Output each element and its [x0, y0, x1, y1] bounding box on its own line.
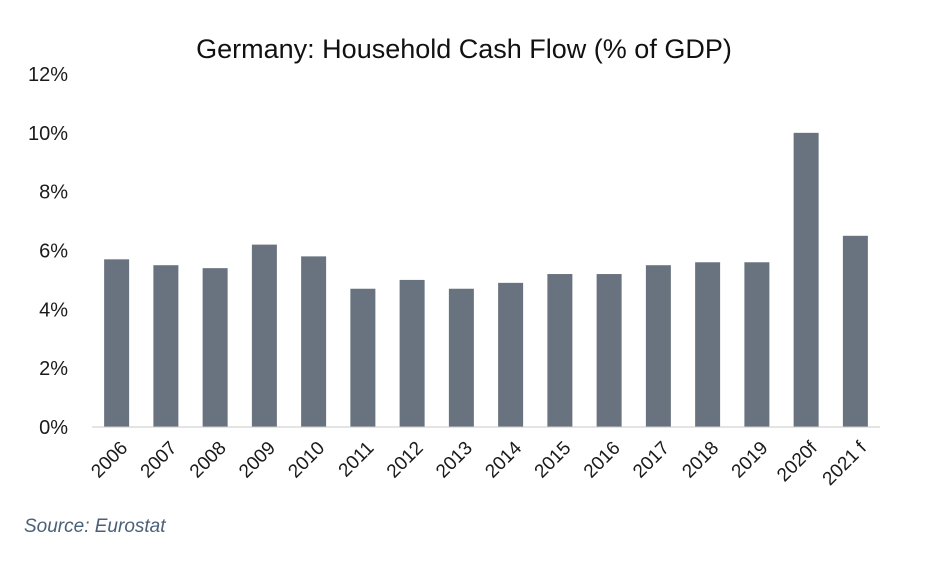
bar — [301, 256, 327, 427]
bar — [596, 274, 622, 427]
bar — [744, 262, 770, 427]
x-axis: 2006 2007 2008 2009 2010 2011 2012 2013 2014 2015… — [87, 437, 871, 490]
bar — [645, 265, 671, 427]
x-tick-label: 2007 — [137, 438, 182, 483]
x-tick-label: 2019 — [728, 438, 773, 483]
bar — [793, 132, 819, 428]
y-tick-label: 6% — [39, 241, 68, 263]
bar — [104, 259, 130, 427]
bar — [842, 235, 868, 427]
chart-source: Source: Eurostat — [24, 516, 166, 537]
bar — [498, 282, 524, 427]
bar — [448, 288, 474, 427]
bar — [202, 268, 228, 427]
bar — [153, 265, 179, 427]
x-tick-label: 2015 — [531, 438, 576, 483]
chart-title: Germany: Household Cash Flow (% of GDP) — [196, 34, 732, 64]
bar — [547, 274, 573, 427]
y-tick-label: 0% — [39, 417, 68, 439]
y-tick-label: 2% — [39, 358, 68, 380]
x-tick-label: 2013 — [432, 438, 477, 483]
x-tick-label: 2012 — [383, 438, 428, 483]
x-tick-label: 2006 — [87, 438, 132, 483]
bars — [104, 132, 868, 428]
x-tick-label: 2020f — [773, 437, 822, 486]
x-tick-label: 2021 f — [819, 437, 872, 490]
x-tick-label: 2009 — [235, 438, 280, 483]
bar — [695, 262, 721, 427]
x-tick-label: 2018 — [678, 438, 723, 483]
x-tick-label: 2010 — [284, 438, 329, 483]
x-tick-label: 2008 — [186, 438, 231, 483]
y-tick-label: 10% — [28, 123, 68, 145]
y-tick-label: 4% — [39, 299, 68, 321]
bar — [350, 288, 376, 427]
x-tick-label: 2011 — [335, 438, 379, 482]
bar — [251, 244, 277, 427]
x-tick-label: 2014 — [481, 437, 526, 482]
x-tick-label: 2016 — [580, 438, 625, 483]
y-axis: 0% 2% 4% 6% 8% 10% 12% — [28, 64, 68, 439]
y-tick-label: 8% — [39, 182, 68, 204]
x-tick-label: 2017 — [629, 438, 674, 483]
bar — [399, 279, 425, 427]
y-tick-label: 12% — [28, 64, 68, 86]
